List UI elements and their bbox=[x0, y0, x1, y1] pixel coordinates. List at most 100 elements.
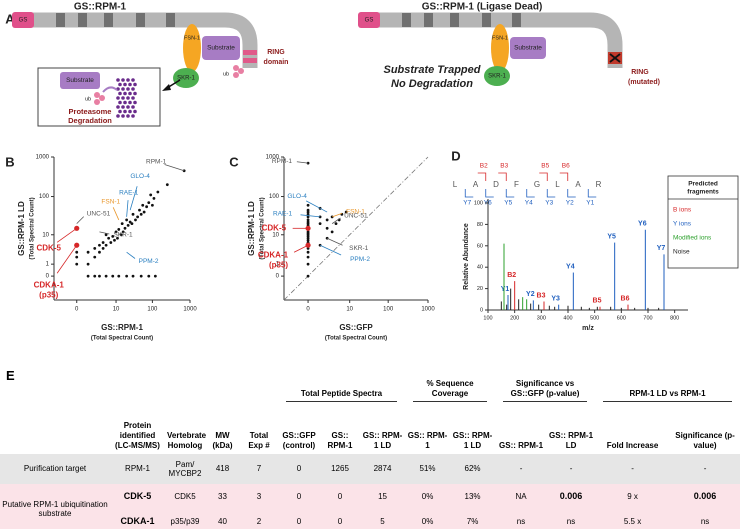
residue: F bbox=[514, 180, 519, 189]
substrate-label: Substrate bbox=[207, 45, 235, 52]
y-axis-subtitle: (Total Spectral Count) bbox=[260, 197, 266, 259]
annotation-line bbox=[331, 213, 343, 218]
gs-label: GS bbox=[365, 18, 374, 24]
table-cell: 0 bbox=[296, 491, 302, 501]
gs-label: GS bbox=[19, 18, 28, 24]
protein-point bbox=[306, 274, 310, 278]
protein-point bbox=[306, 210, 310, 214]
y-ion-label: Y3 bbox=[545, 200, 553, 207]
y-tick-label: 100 bbox=[39, 194, 50, 200]
caption: Degradation bbox=[68, 116, 112, 125]
legend-entry: B ions bbox=[673, 207, 692, 214]
protein-point bbox=[150, 203, 154, 207]
peak-label: Y2 bbox=[526, 291, 535, 298]
annotation-line bbox=[300, 214, 321, 218]
proteasome-subunit bbox=[126, 105, 130, 109]
protein-point bbox=[306, 236, 310, 240]
proteasome-subunit bbox=[131, 114, 135, 118]
backbone-domain bbox=[136, 13, 145, 27]
table-cell: - bbox=[519, 464, 523, 474]
table-cell: 2 bbox=[256, 516, 262, 526]
proteasome-subunit bbox=[121, 87, 125, 91]
ring-domain bbox=[243, 50, 257, 55]
y-bracket bbox=[526, 189, 535, 198]
table-header: Protein identified (LC-MS/MS) Vertebrate … bbox=[0, 378, 740, 454]
peak-label: Y4 bbox=[566, 263, 575, 270]
legend-box bbox=[667, 175, 739, 269]
y-tick-label: 1000 bbox=[266, 155, 280, 161]
protein-point bbox=[98, 243, 101, 247]
legend-entry: Modified ions bbox=[673, 235, 712, 242]
proteasome-subunit bbox=[133, 109, 137, 114]
protein-point bbox=[116, 236, 119, 240]
protein-point bbox=[147, 274, 151, 278]
substrate bbox=[510, 37, 546, 59]
proteasome-subunit bbox=[123, 91, 127, 96]
table-cell: 0 bbox=[337, 491, 343, 501]
annotation-label: GLO-4 bbox=[130, 173, 150, 180]
protein-point bbox=[75, 255, 79, 259]
table-cell: 0.006 bbox=[559, 491, 583, 502]
annotation-label: RPM-1 bbox=[146, 158, 167, 165]
y-tick-label: 10 bbox=[42, 232, 49, 238]
ring-domain bbox=[243, 58, 257, 63]
proteasome-subunit bbox=[121, 78, 125, 82]
table-row: Purification target RPM-1 Pam/ MYCBP2 418 7 0… bbox=[0, 454, 740, 485]
y-tick-label: 1 bbox=[276, 262, 280, 268]
residue: A bbox=[473, 180, 479, 189]
table-cell: 2874 bbox=[373, 464, 392, 474]
annotation-line bbox=[305, 200, 328, 213]
table-cell: RPM-1 bbox=[125, 464, 150, 474]
substrate-label: Substrate bbox=[514, 45, 542, 52]
highlight-point bbox=[74, 242, 80, 248]
column-header: GS::GFP (control) bbox=[282, 431, 316, 450]
protein-point bbox=[75, 262, 79, 266]
protein-point bbox=[325, 226, 329, 230]
x-tick-label: 1000 bbox=[183, 307, 197, 313]
x-axis-subtitle: (Total Spectral Count) bbox=[325, 336, 387, 342]
table-cell: Pam/ MYCBP2 bbox=[168, 459, 202, 479]
residue: D bbox=[493, 180, 499, 189]
proteasome-subunit bbox=[121, 96, 125, 100]
column-header: Total Exp # bbox=[248, 431, 270, 450]
table-cell: CDK5 bbox=[174, 491, 196, 501]
highlight-point bbox=[305, 242, 311, 248]
residue: R bbox=[596, 180, 602, 189]
x-tick-label: 10 bbox=[346, 307, 353, 313]
annotation-label: CDKA-1 bbox=[258, 250, 289, 259]
b-bracket bbox=[559, 172, 569, 181]
annotation-line bbox=[126, 200, 129, 217]
group-header-cell: RPM-1 LD vs RPM-1 bbox=[595, 378, 740, 406]
proteasome-subunit bbox=[131, 87, 135, 91]
column-header: GS:: RPM-1 bbox=[499, 440, 544, 450]
protein-point bbox=[93, 246, 97, 250]
annotation-label: RPM-1 bbox=[272, 158, 293, 165]
y-ion-label: Y5 bbox=[504, 200, 512, 207]
annotation-label: RAE-1 bbox=[119, 190, 139, 197]
protein-point bbox=[139, 212, 143, 216]
proteasome-subunit bbox=[118, 100, 122, 105]
protein-point bbox=[306, 250, 310, 254]
legend-entry: Noise bbox=[673, 249, 690, 256]
protein-point bbox=[109, 241, 113, 244]
proteasome-subunit bbox=[128, 91, 132, 96]
proteasome-subunit bbox=[126, 87, 130, 91]
table-cell: Purification target bbox=[23, 464, 87, 474]
proteasome-subunit bbox=[126, 114, 130, 118]
table-cell: 13% bbox=[464, 491, 481, 501]
group-header: % Sequence Coverage bbox=[413, 379, 488, 403]
annotation-label: CDKA-1 bbox=[34, 280, 65, 289]
backbone-domain bbox=[424, 13, 433, 27]
arrow-head bbox=[162, 84, 171, 91]
column-header: Vertebrate Homolog bbox=[167, 431, 207, 450]
table-cell: 5.5 x bbox=[623, 516, 642, 526]
y-tick-label: 60 bbox=[477, 243, 483, 249]
proteasome-subunit bbox=[118, 91, 122, 96]
b-bracket bbox=[539, 172, 548, 181]
protein-point bbox=[149, 193, 153, 197]
table-cell: ns bbox=[700, 516, 710, 526]
x-tick-label: 500 bbox=[590, 315, 599, 321]
table-body: Purification target RPM-1 Pam/ MYCBP2 418 7 0… bbox=[0, 454, 740, 529]
